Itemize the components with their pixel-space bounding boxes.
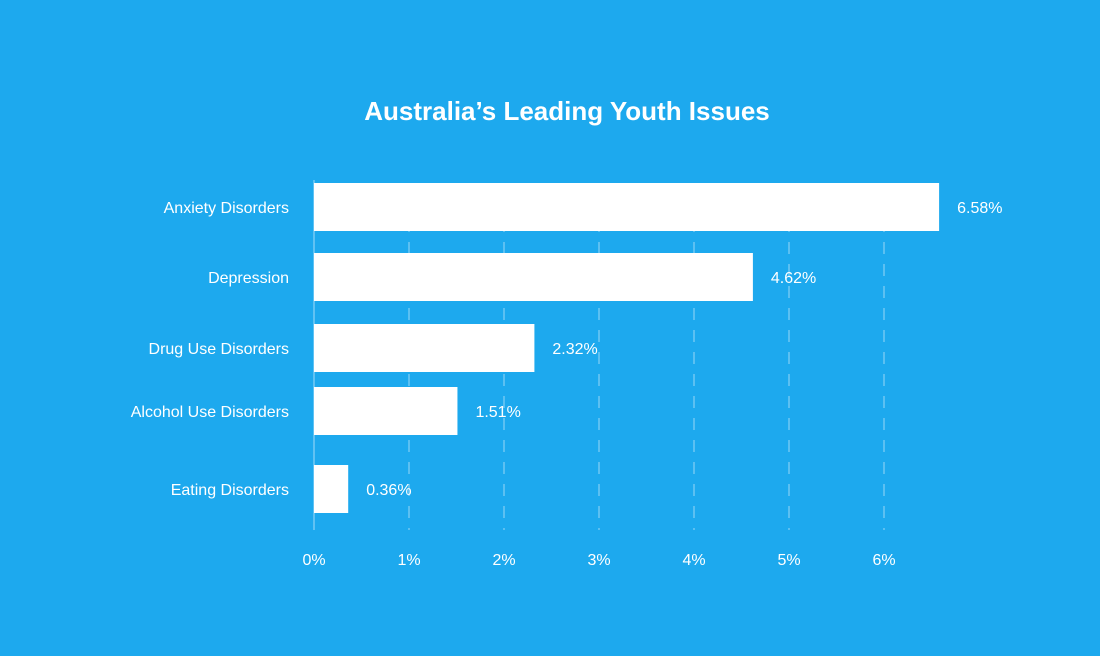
x-tick-label: 2% (492, 552, 515, 569)
category-label: Anxiety Disorders (164, 200, 289, 217)
bar (314, 387, 458, 435)
x-tick-label: 5% (777, 552, 800, 569)
x-tick-label: 0% (302, 552, 325, 569)
bar (314, 183, 940, 231)
value-label: 6.58% (957, 200, 1002, 217)
labels: 0% 1% 2% 3% 4% 5% 6% Anxiety Disorders 6.58% Depr… (131, 200, 1003, 569)
x-tick-label: 1% (397, 552, 420, 569)
x-tick-label: 4% (682, 552, 705, 569)
category-label: Alcohol Use Disorders (131, 404, 289, 421)
value-label: 4.62% (771, 270, 816, 287)
category-label: Depression (208, 270, 289, 287)
bar (314, 324, 535, 372)
value-label: 1.51% (475, 404, 520, 421)
bar (314, 465, 349, 513)
x-tick-label: 6% (872, 552, 895, 569)
x-tick-label: 3% (587, 552, 610, 569)
category-label: Eating Disorders (171, 482, 289, 499)
chart-title: Australia’s Leading Youth Issues (364, 96, 770, 126)
value-label: 2.32% (552, 341, 597, 358)
value-label: 0.36% (366, 482, 411, 499)
bars (314, 183, 940, 513)
category-label: Drug Use Disorders (149, 341, 289, 358)
bar (314, 253, 753, 301)
